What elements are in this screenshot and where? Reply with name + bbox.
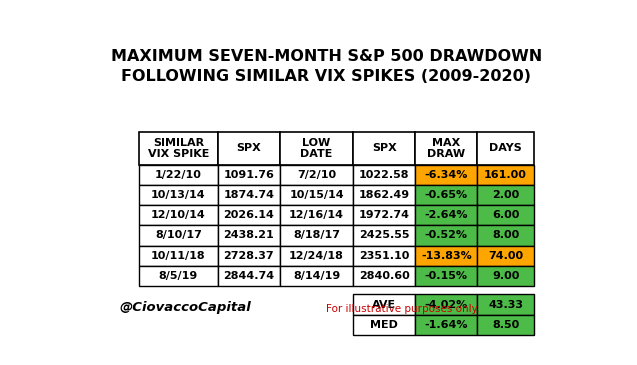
Bar <box>280 225 354 246</box>
Bar <box>218 165 280 185</box>
Text: 8/5/19: 8/5/19 <box>159 271 198 281</box>
Text: 1022.58: 1022.58 <box>359 170 410 180</box>
Text: 2351.10: 2351.10 <box>359 251 410 261</box>
Bar <box>354 165 415 185</box>
Bar <box>477 205 534 225</box>
Text: 10/11/18: 10/11/18 <box>151 251 206 261</box>
Text: 2425.55: 2425.55 <box>359 230 410 241</box>
Text: SPX: SPX <box>372 143 397 154</box>
Text: -0.65%: -0.65% <box>425 190 468 200</box>
Bar <box>477 315 534 335</box>
Text: -0.15%: -0.15% <box>425 271 468 281</box>
Bar <box>415 185 477 205</box>
Bar <box>139 266 218 286</box>
Bar <box>280 185 354 205</box>
Text: 161.00: 161.00 <box>484 170 527 180</box>
Text: 8/10/17: 8/10/17 <box>155 230 202 241</box>
Bar <box>218 225 280 246</box>
Text: 10/15/14: 10/15/14 <box>289 190 344 200</box>
Text: 1/22/10: 1/22/10 <box>155 170 202 180</box>
Text: SIMILAR
VIX SPIKE: SIMILAR VIX SPIKE <box>148 138 209 159</box>
Text: 1862.49: 1862.49 <box>359 190 410 200</box>
Bar <box>354 295 415 315</box>
Bar <box>139 225 218 246</box>
Bar <box>280 266 354 286</box>
Bar <box>139 185 218 205</box>
Bar <box>218 132 280 165</box>
Text: 1972.74: 1972.74 <box>359 210 410 220</box>
Bar <box>415 205 477 225</box>
Text: MAX
DRAW: MAX DRAW <box>427 138 466 159</box>
Bar <box>354 185 415 205</box>
Text: -13.83%: -13.83% <box>421 251 472 261</box>
Bar <box>477 295 534 315</box>
Bar <box>415 266 477 286</box>
Text: SPX: SPX <box>236 143 261 154</box>
Text: LOW
DATE: LOW DATE <box>301 138 333 159</box>
Bar <box>477 246 534 266</box>
Bar <box>139 246 218 266</box>
Bar <box>415 225 477 246</box>
Text: 1874.74: 1874.74 <box>224 190 275 200</box>
Text: 7/2/10: 7/2/10 <box>297 170 336 180</box>
Bar <box>354 132 415 165</box>
Bar <box>415 132 477 165</box>
Bar <box>218 246 280 266</box>
Bar <box>280 132 354 165</box>
Text: @CiovaccoCapital: @CiovaccoCapital <box>119 301 251 314</box>
Text: 6.00: 6.00 <box>492 210 519 220</box>
Bar <box>477 266 534 286</box>
Text: 43.33: 43.33 <box>488 300 523 310</box>
Bar <box>415 295 477 315</box>
Text: 2438.21: 2438.21 <box>224 230 275 241</box>
Bar <box>477 225 534 246</box>
Bar <box>218 185 280 205</box>
Text: 8/14/19: 8/14/19 <box>293 271 340 281</box>
Text: 2844.74: 2844.74 <box>224 271 275 281</box>
Bar <box>280 165 354 185</box>
Bar <box>354 266 415 286</box>
Text: -6.34%: -6.34% <box>425 170 468 180</box>
Text: -2.64%: -2.64% <box>425 210 468 220</box>
Bar <box>354 246 415 266</box>
Bar <box>477 132 534 165</box>
Text: 12/24/18: 12/24/18 <box>289 251 344 261</box>
Text: 9.00: 9.00 <box>492 271 519 281</box>
Text: MED: MED <box>370 320 398 330</box>
Text: -0.52%: -0.52% <box>425 230 468 241</box>
Text: 2026.14: 2026.14 <box>224 210 275 220</box>
Bar <box>218 266 280 286</box>
Text: 12/16/14: 12/16/14 <box>289 210 344 220</box>
Bar <box>477 185 534 205</box>
Bar <box>139 132 218 165</box>
Bar <box>415 315 477 335</box>
Bar <box>280 205 354 225</box>
Text: 2.00: 2.00 <box>492 190 519 200</box>
Text: 2728.37: 2728.37 <box>224 251 274 261</box>
Text: -1.64%: -1.64% <box>425 320 468 330</box>
Bar <box>354 225 415 246</box>
Bar <box>415 246 477 266</box>
Bar <box>477 165 534 185</box>
Text: AVE: AVE <box>372 300 396 310</box>
Bar <box>354 315 415 335</box>
Text: DAYS: DAYS <box>489 143 522 154</box>
Text: 8/18/17: 8/18/17 <box>293 230 340 241</box>
Text: 1091.76: 1091.76 <box>224 170 275 180</box>
Bar <box>354 205 415 225</box>
Text: 74.00: 74.00 <box>488 251 523 261</box>
Text: 10/13/14: 10/13/14 <box>151 190 206 200</box>
Text: MAXIMUM SEVEN-MONTH S&P 500 DRAWDOWN
FOLLOWING SIMILAR VIX SPIKES (2009-2020): MAXIMUM SEVEN-MONTH S&P 500 DRAWDOWN FOL… <box>111 49 542 84</box>
Bar <box>218 205 280 225</box>
Bar <box>415 165 477 185</box>
Text: 2840.60: 2840.60 <box>359 271 410 281</box>
Text: 12/10/14: 12/10/14 <box>151 210 206 220</box>
Text: For illustrative purposes only.: For illustrative purposes only. <box>327 304 480 314</box>
Bar <box>139 165 218 185</box>
Bar <box>280 246 354 266</box>
Text: 8.50: 8.50 <box>492 320 519 330</box>
Text: 8.00: 8.00 <box>492 230 519 241</box>
Bar <box>139 205 218 225</box>
Text: -4.02%: -4.02% <box>425 300 468 310</box>
